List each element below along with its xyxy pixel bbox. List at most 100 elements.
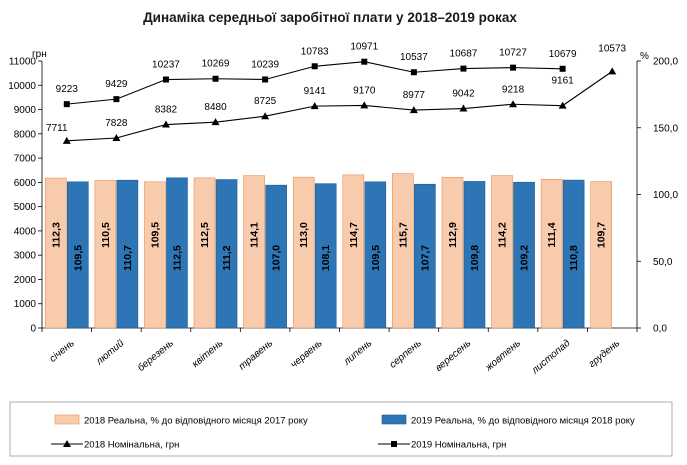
data-label: 8382 <box>155 105 178 116</box>
triangle-marker <box>63 440 71 447</box>
left-tick-label: 4000 <box>14 226 37 237</box>
bar <box>215 179 238 329</box>
left-tick-label: 9000 <box>14 105 37 116</box>
left-tick-label: 1000 <box>14 299 37 310</box>
triangle-marker <box>62 136 71 144</box>
x-tick-label: березень <box>135 337 176 374</box>
data-label: 9042 <box>452 89 475 100</box>
x-tick-label: січень <box>48 338 77 365</box>
left-tick-label: 7000 <box>14 154 37 165</box>
bar <box>314 183 337 329</box>
right-axis-unit: % <box>640 51 649 62</box>
data-label: 10237 <box>152 60 180 71</box>
square-marker <box>559 65 566 72</box>
data-label: 9141 <box>304 86 327 97</box>
bar <box>414 183 436 329</box>
square-marker <box>113 96 120 103</box>
series-line <box>66 70 613 142</box>
bar-label: 109,7 <box>596 222 608 248</box>
data-label: 10679 <box>549 49 577 60</box>
legend-label: 2019 Номінальна, грн <box>411 440 506 451</box>
bar <box>364 181 387 329</box>
data-label: 10971 <box>350 42 378 53</box>
bar <box>463 181 486 329</box>
bar-label: 114,7 <box>348 222 360 248</box>
bar-label: 111,2 <box>221 245 233 270</box>
left-tick-label: 3000 <box>14 251 37 262</box>
data-label: 10783 <box>301 46 329 57</box>
bar <box>491 175 513 329</box>
square-marker <box>262 76 269 83</box>
data-label: 9218 <box>502 84 525 95</box>
legend-swatch <box>381 414 407 425</box>
left-tick-label: 6000 <box>14 178 37 189</box>
data-label: 10727 <box>499 48 527 59</box>
triangle-marker <box>459 104 468 112</box>
data-label: 10239 <box>251 59 279 70</box>
bar-label: 109,2 <box>519 245 531 271</box>
bar-label: 110,7 <box>122 245 134 271</box>
bar <box>66 181 89 329</box>
data-label: 8725 <box>254 96 277 107</box>
legend-label: 2018 Номінальна, грн <box>84 440 179 451</box>
bar <box>562 179 585 329</box>
square-marker <box>410 69 417 76</box>
bar <box>292 176 315 329</box>
bar-label: 115,7 <box>397 222 409 248</box>
data-label: 7828 <box>105 118 128 129</box>
left-tick-label: 2000 <box>14 275 37 286</box>
bar-label: 109,5 <box>370 245 382 271</box>
triangle-marker <box>261 112 270 120</box>
right-tick-label: 200,0 <box>653 57 678 68</box>
data-label: 10269 <box>202 59 230 70</box>
bar <box>243 175 265 329</box>
x-tick-label: серпень <box>388 338 424 371</box>
bar <box>540 178 563 329</box>
data-label: 10687 <box>450 49 478 60</box>
bar-label: 108,1 <box>320 245 332 271</box>
bar <box>513 181 535 329</box>
right-tick-label: 50,0 <box>653 257 673 268</box>
square-marker <box>361 58 368 65</box>
x-tick-label: червень <box>289 338 325 371</box>
left-axis-unit: грн <box>32 49 47 60</box>
legend-swatch <box>54 414 80 425</box>
square-marker <box>212 75 219 82</box>
legend-label: 2018 Реальна, % до відповідного місяця 2… <box>84 416 308 427</box>
square-marker <box>162 76 169 83</box>
bar-label: 112,5 <box>199 222 211 248</box>
bar-label: 112,9 <box>447 222 459 248</box>
square-marker <box>63 101 70 108</box>
x-tick-label: листопад <box>529 338 573 377</box>
bar-label: 114,1 <box>249 222 261 248</box>
bar-label: 112,3 <box>50 222 62 248</box>
bar <box>94 180 117 329</box>
bar <box>166 177 188 329</box>
bar <box>44 177 67 329</box>
square-marker <box>311 63 318 70</box>
triangle-marker <box>409 106 418 114</box>
chart-title: Динаміка середньої заробітної плати у 20… <box>143 10 517 25</box>
left-tick-label: 5000 <box>14 202 37 213</box>
x-tick-label: травень <box>237 338 275 373</box>
square-marker <box>391 441 397 447</box>
left-tick-label: 10000 <box>8 81 36 92</box>
bar-label: 109,5 <box>72 245 84 271</box>
bar-label: 109,8 <box>469 245 481 271</box>
legend-label: 2019 Реальна, % до відповідного місяця 2… <box>411 416 635 427</box>
bar-label: 111,4 <box>546 222 558 247</box>
data-label: 10537 <box>400 52 428 63</box>
x-tick-label: вересень <box>433 338 473 374</box>
data-label: 9429 <box>105 79 128 90</box>
triangle-marker <box>509 100 518 108</box>
bar-label: 114,2 <box>497 222 509 248</box>
x-tick-label: грудень <box>587 338 622 370</box>
bar-label: 110,8 <box>568 245 580 271</box>
bar-label: 107,0 <box>271 245 283 271</box>
right-tick-label: 0,0 <box>653 324 667 335</box>
triangle-marker <box>112 133 121 141</box>
bar <box>590 181 613 329</box>
square-marker <box>460 65 467 72</box>
triangle-marker <box>211 118 220 126</box>
